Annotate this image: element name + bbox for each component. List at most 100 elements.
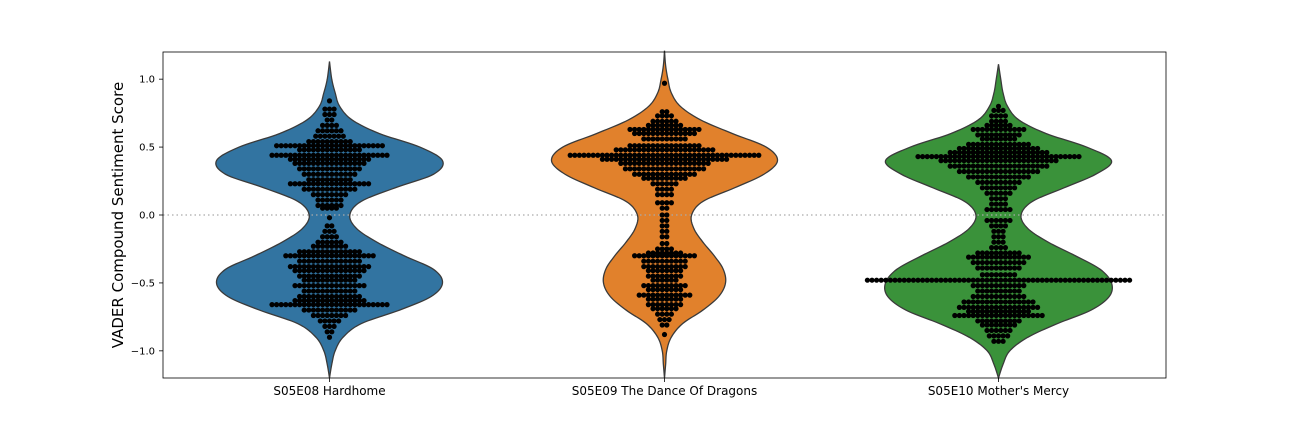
- swarm-point: [310, 297, 316, 304]
- swarm-point: [329, 117, 335, 123]
- swarm-point: [1012, 149, 1018, 156]
- swarm-point: [655, 136, 661, 142]
- swarm-point: [1016, 163, 1022, 169]
- swarm-point: [1016, 158, 1022, 164]
- swarm-point: [1081, 277, 1087, 283]
- swarm-point: [283, 152, 289, 158]
- swarm-point: [1113, 277, 1119, 283]
- swarm-point: [301, 283, 307, 289]
- swarm-point: [343, 192, 349, 198]
- swarm-point: [645, 287, 652, 293]
- swarm-point: [655, 302, 661, 308]
- swarm-point: [724, 152, 730, 158]
- swarm-point: [1002, 168, 1009, 175]
- swarm-point: [1035, 158, 1041, 164]
- swarm-point: [1002, 113, 1009, 119]
- swarm-point: [993, 145, 999, 152]
- swarm-point: [343, 147, 349, 153]
- swarm-point: [961, 312, 967, 319]
- swarm-point: [347, 258, 353, 264]
- swarm-point: [292, 264, 298, 270]
- swarm-point: [1021, 163, 1027, 169]
- swarm-point: [998, 149, 1004, 156]
- swarm-point: [650, 258, 656, 264]
- swarm-point: [659, 200, 665, 206]
- swarm-point: [687, 152, 693, 158]
- swarm-point: [993, 136, 999, 142]
- swarm-point: [641, 156, 647, 162]
- swarm-point: [956, 149, 963, 156]
- swarm-point: [333, 253, 339, 259]
- swarm-point: [333, 143, 339, 149]
- swarm-point: [947, 149, 953, 156]
- swarm-point: [989, 168, 995, 175]
- swarm-point: [632, 160, 638, 166]
- swarm-point: [1007, 304, 1013, 310]
- swarm-point: [678, 126, 684, 133]
- swarm-point: [668, 268, 675, 274]
- swarm-point: [336, 318, 342, 324]
- swarm-point: [938, 277, 944, 283]
- swarm-point: [993, 132, 999, 138]
- swarm-point: [956, 312, 963, 319]
- x-tick-label: S05E08 Hardhome: [273, 384, 385, 398]
- swarm-point: [297, 156, 303, 162]
- swarm-point: [1025, 308, 1031, 315]
- swarm-point: [338, 258, 344, 264]
- swarm-point: [352, 249, 358, 255]
- swarm-point: [728, 152, 734, 158]
- swarm-point: [668, 192, 675, 198]
- swarm-point: [659, 156, 665, 162]
- swarm-point: [343, 177, 349, 183]
- swarm-point: [333, 234, 339, 240]
- swarm-point: [333, 239, 339, 245]
- swarm-point: [984, 149, 990, 156]
- swarm-point: [315, 128, 321, 134]
- swarm-point: [645, 171, 652, 177]
- swarm-point: [338, 268, 344, 274]
- swarm-point: [1007, 179, 1013, 185]
- swarm-point: [901, 277, 907, 283]
- swarm-point: [659, 109, 665, 115]
- swarm-point: [333, 249, 339, 255]
- swarm-point: [984, 299, 990, 305]
- swarm-point: [920, 277, 926, 283]
- swarm-point: [687, 253, 693, 259]
- swarm-point: [645, 264, 652, 270]
- swarm-point: [659, 171, 665, 177]
- swarm-point: [1012, 126, 1018, 133]
- swarm-point: [347, 302, 353, 308]
- swarm-point: [975, 158, 981, 164]
- swarm-point: [668, 130, 675, 137]
- swarm-point: [979, 277, 986, 283]
- swarm-point: [966, 299, 972, 305]
- swarm-point: [655, 253, 661, 259]
- swarm-point: [1002, 163, 1009, 169]
- swarm-point: [655, 181, 661, 187]
- swarm-point: [347, 293, 353, 300]
- swarm-point: [292, 302, 298, 308]
- swarm-point: [301, 297, 307, 304]
- swarm-point: [361, 156, 367, 162]
- swarm-point: [678, 253, 684, 259]
- swarm-point: [993, 312, 999, 319]
- swarm-point: [947, 153, 953, 160]
- swarm-point: [696, 156, 702, 162]
- swarm-point: [329, 239, 335, 245]
- swarm-point: [989, 277, 995, 283]
- swarm-point: [324, 192, 330, 198]
- swarm-point: [283, 143, 289, 149]
- swarm-point: [329, 249, 335, 255]
- swarm-point: [269, 152, 275, 158]
- swarm-point: [322, 323, 328, 329]
- swarm-point: [664, 130, 670, 137]
- swarm-point: [993, 163, 999, 169]
- swarm-point: [664, 181, 670, 187]
- swarm-point: [678, 166, 684, 172]
- swarm-point: [993, 250, 999, 256]
- swarm-point: [984, 322, 990, 328]
- swarm-point: [659, 152, 665, 158]
- swarm-point: [310, 283, 316, 289]
- swarm-point: [682, 143, 688, 149]
- swarm-point: [668, 136, 675, 142]
